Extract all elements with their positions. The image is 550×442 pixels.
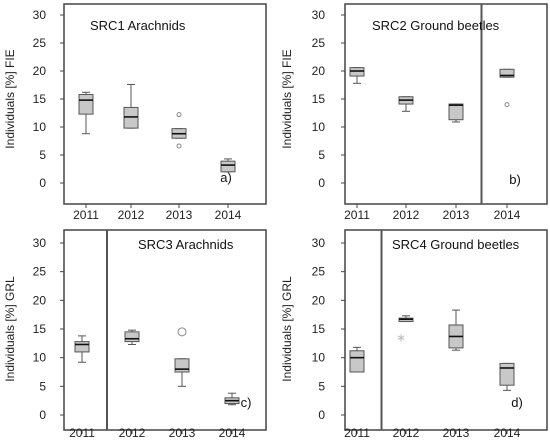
outlier-point	[177, 327, 187, 337]
plot-frame	[63, 3, 267, 205]
box-iqr	[78, 94, 94, 115]
y-tick-label: 25	[33, 265, 47, 279]
y-tick-label: 20	[33, 293, 47, 307]
y-tick-label: 5	[318, 148, 325, 162]
box-iqr	[124, 331, 140, 343]
box-2011	[349, 67, 365, 84]
y-tick-label: 0	[39, 408, 46, 422]
x-tick-label: 2014	[219, 426, 246, 440]
y-tick-label: 0	[318, 408, 325, 422]
y-tick-label: 25	[312, 265, 326, 279]
extreme-star: ∗	[396, 331, 406, 345]
y-tick-label: 0	[39, 176, 46, 190]
x-tick-label: 2013	[166, 208, 193, 222]
y-tick-label: 25	[33, 36, 47, 50]
box-iqr	[74, 341, 90, 353]
box-2012	[123, 83, 139, 129]
panel-title: SRC1 Arachnids	[90, 18, 186, 33]
x-tick-label: 2012	[119, 426, 146, 440]
box-iqr	[220, 160, 236, 173]
x-tick-label: 2012	[118, 208, 145, 222]
y-axis-label: Individuals [%] FIE	[280, 49, 294, 148]
y-tick-label: 10	[312, 120, 326, 134]
outlier-point	[176, 112, 182, 118]
y-tick-label: 5	[39, 148, 46, 162]
y-axis-label: Individuals [%] FIE	[3, 49, 17, 148]
chart-panel-3: 0 5 10 15 20 25 30 Individuals [%] GRL SRC3 Arac…	[3, 229, 267, 440]
box-2012	[124, 329, 140, 345]
x-tick-label: 2014	[215, 208, 242, 222]
plot-frame	[344, 3, 548, 205]
outlier-point	[176, 143, 182, 149]
box-2014	[224, 392, 240, 406]
x-tick-label: 2014	[494, 208, 521, 222]
y-tick-label: 30	[312, 8, 326, 22]
y-tick-label: 10	[33, 351, 47, 365]
x-tick-label: 2011	[73, 208, 99, 222]
box-2013	[174, 327, 190, 387]
x-tick-label: 2013	[443, 208, 470, 222]
y-tick-label: 30	[33, 8, 47, 22]
box-2011	[349, 346, 365, 373]
plot-frame	[63, 229, 267, 431]
plot-frame	[344, 229, 548, 431]
y-axis-label: Individuals [%] GRL	[280, 276, 294, 382]
box-iqr	[499, 362, 515, 386]
box-2013	[448, 309, 464, 351]
y-tick-label: 30	[33, 236, 47, 250]
y-tick-label: 20	[312, 293, 326, 307]
y-tick-label: 10	[312, 351, 326, 365]
panel-title: SRC3 Arachnids	[138, 237, 234, 252]
box-2014	[499, 68, 515, 108]
box-iqr	[448, 103, 464, 121]
chart-panel-2: 0 5 10 15 20 25 30 Individuals [%] FIE SRC2 Grou…	[280, 3, 548, 222]
x-tick-label: 2013	[169, 426, 196, 440]
panel-label: d)	[511, 395, 523, 410]
box-2013	[171, 112, 187, 149]
y-tick-label: 10	[33, 120, 47, 134]
box-iqr	[123, 106, 139, 129]
box-iqr	[174, 358, 190, 373]
y-tick-label: 15	[312, 92, 326, 106]
y-tick-label: 15	[312, 322, 326, 336]
box-2014	[220, 158, 236, 173]
box-iqr	[349, 350, 365, 373]
panel-label: b)	[509, 172, 521, 187]
panel-title: SRC4 Ground beetles	[392, 237, 520, 252]
y-tick-label: 5	[318, 379, 325, 393]
y-tick-label: 15	[33, 92, 47, 106]
panel-title: SRC2 Ground beetles	[372, 18, 500, 33]
x-tick-label: 2013	[443, 426, 470, 440]
outlier-point	[504, 102, 510, 108]
x-tick-label: 2012	[393, 426, 420, 440]
y-tick-label: 5	[39, 379, 46, 393]
chart-panel-4: 0 5 10 15 20 25 30 Individuals [%] GRL SRC4 Grou…	[280, 229, 548, 440]
box-2011	[74, 335, 90, 363]
chart-panel-1: 0 5 10 15 20 25 30 Individuals [%] FIE SRC1 Arac…	[3, 3, 267, 222]
box-iqr	[499, 68, 515, 78]
y-tick-label: 20	[312, 64, 326, 78]
x-tick-label: 2014	[494, 426, 521, 440]
box-2011	[78, 91, 94, 135]
panel-label: c)	[241, 395, 252, 410]
x-tick-label: 2011	[344, 426, 370, 440]
y-tick-label: 25	[312, 36, 326, 50]
box-2014	[499, 362, 515, 391]
box-2012	[398, 96, 414, 112]
x-tick-label: 2011	[69, 426, 95, 440]
y-tick-label: 20	[33, 64, 47, 78]
box-iqr	[349, 67, 365, 77]
x-tick-label: 2012	[393, 208, 420, 222]
x-tick-label: 2011	[344, 208, 370, 222]
box-2013	[448, 103, 464, 123]
y-tick-label: 0	[318, 176, 325, 190]
y-axis-label: Individuals [%] GRL	[3, 276, 17, 382]
y-tick-label: 15	[33, 322, 47, 336]
panel-label: a)	[220, 170, 232, 185]
box-2012: ∗	[396, 315, 414, 345]
y-tick-label: 30	[312, 236, 326, 250]
